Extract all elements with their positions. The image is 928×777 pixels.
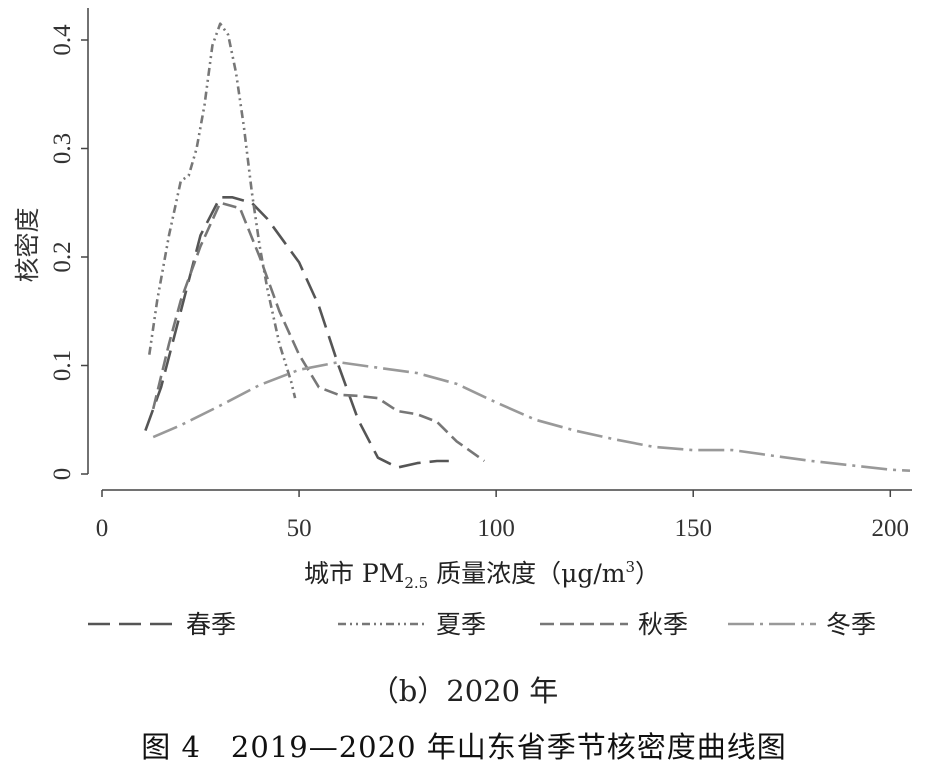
- figure-caption: 图 4 2019—2020 年山东省季节核密度曲线图: [141, 730, 787, 764]
- x-tick-label: 100: [477, 515, 515, 542]
- x-tick-label: 200: [872, 515, 910, 542]
- sub-caption: （b）2020 年: [369, 674, 559, 708]
- series-line-3: [151, 201, 486, 463]
- x-axis-label-part-2: 质量浓度（μg/m: [428, 559, 626, 588]
- legend-label-3: 秋季: [638, 610, 688, 639]
- x-axis-label-subscript: 2.5: [404, 574, 428, 592]
- y-tick-label: 0.4: [49, 24, 76, 56]
- y-tick-label: 0: [49, 468, 76, 481]
- x-tick-label: 50: [287, 515, 312, 542]
- x-tick-label: 0: [96, 515, 109, 542]
- axes: 0 0.1 0.2 0.3 0.4 0 50 100 150 200: [49, 8, 912, 542]
- y-axis-label: 核密度: [13, 207, 42, 282]
- series-line-1: [144, 196, 449, 469]
- x-axis-label: 城市 PM2.5 质量浓度（μg/m3）: [304, 558, 660, 592]
- legend-label-4: 冬季: [826, 610, 876, 639]
- series-line-4: [152, 360, 911, 472]
- kernel-density-chart: 0 0.1 0.2 0.3 0.4 0 50 100 150 200 核密度 城市 PM2.5 质…: [13, 8, 912, 639]
- series-line-2: [148, 22, 297, 399]
- plot-area: [144, 22, 911, 472]
- y-tick-label: 0.3: [49, 133, 76, 164]
- x-axis-label-part-1: 城市 PM: [304, 559, 404, 588]
- y-tick-label: 0.1: [49, 350, 76, 381]
- x-axis-label-part-3: ）: [635, 559, 660, 588]
- y-tick-label: 0.2: [49, 241, 76, 272]
- legend-label-2: 夏季: [436, 610, 486, 639]
- x-axis-label-superscript: 3: [626, 558, 636, 576]
- legend: 春季 夏季 秋季 冬季: [88, 610, 876, 639]
- x-tick-label: 150: [674, 515, 712, 542]
- legend-label-1: 春季: [186, 610, 236, 639]
